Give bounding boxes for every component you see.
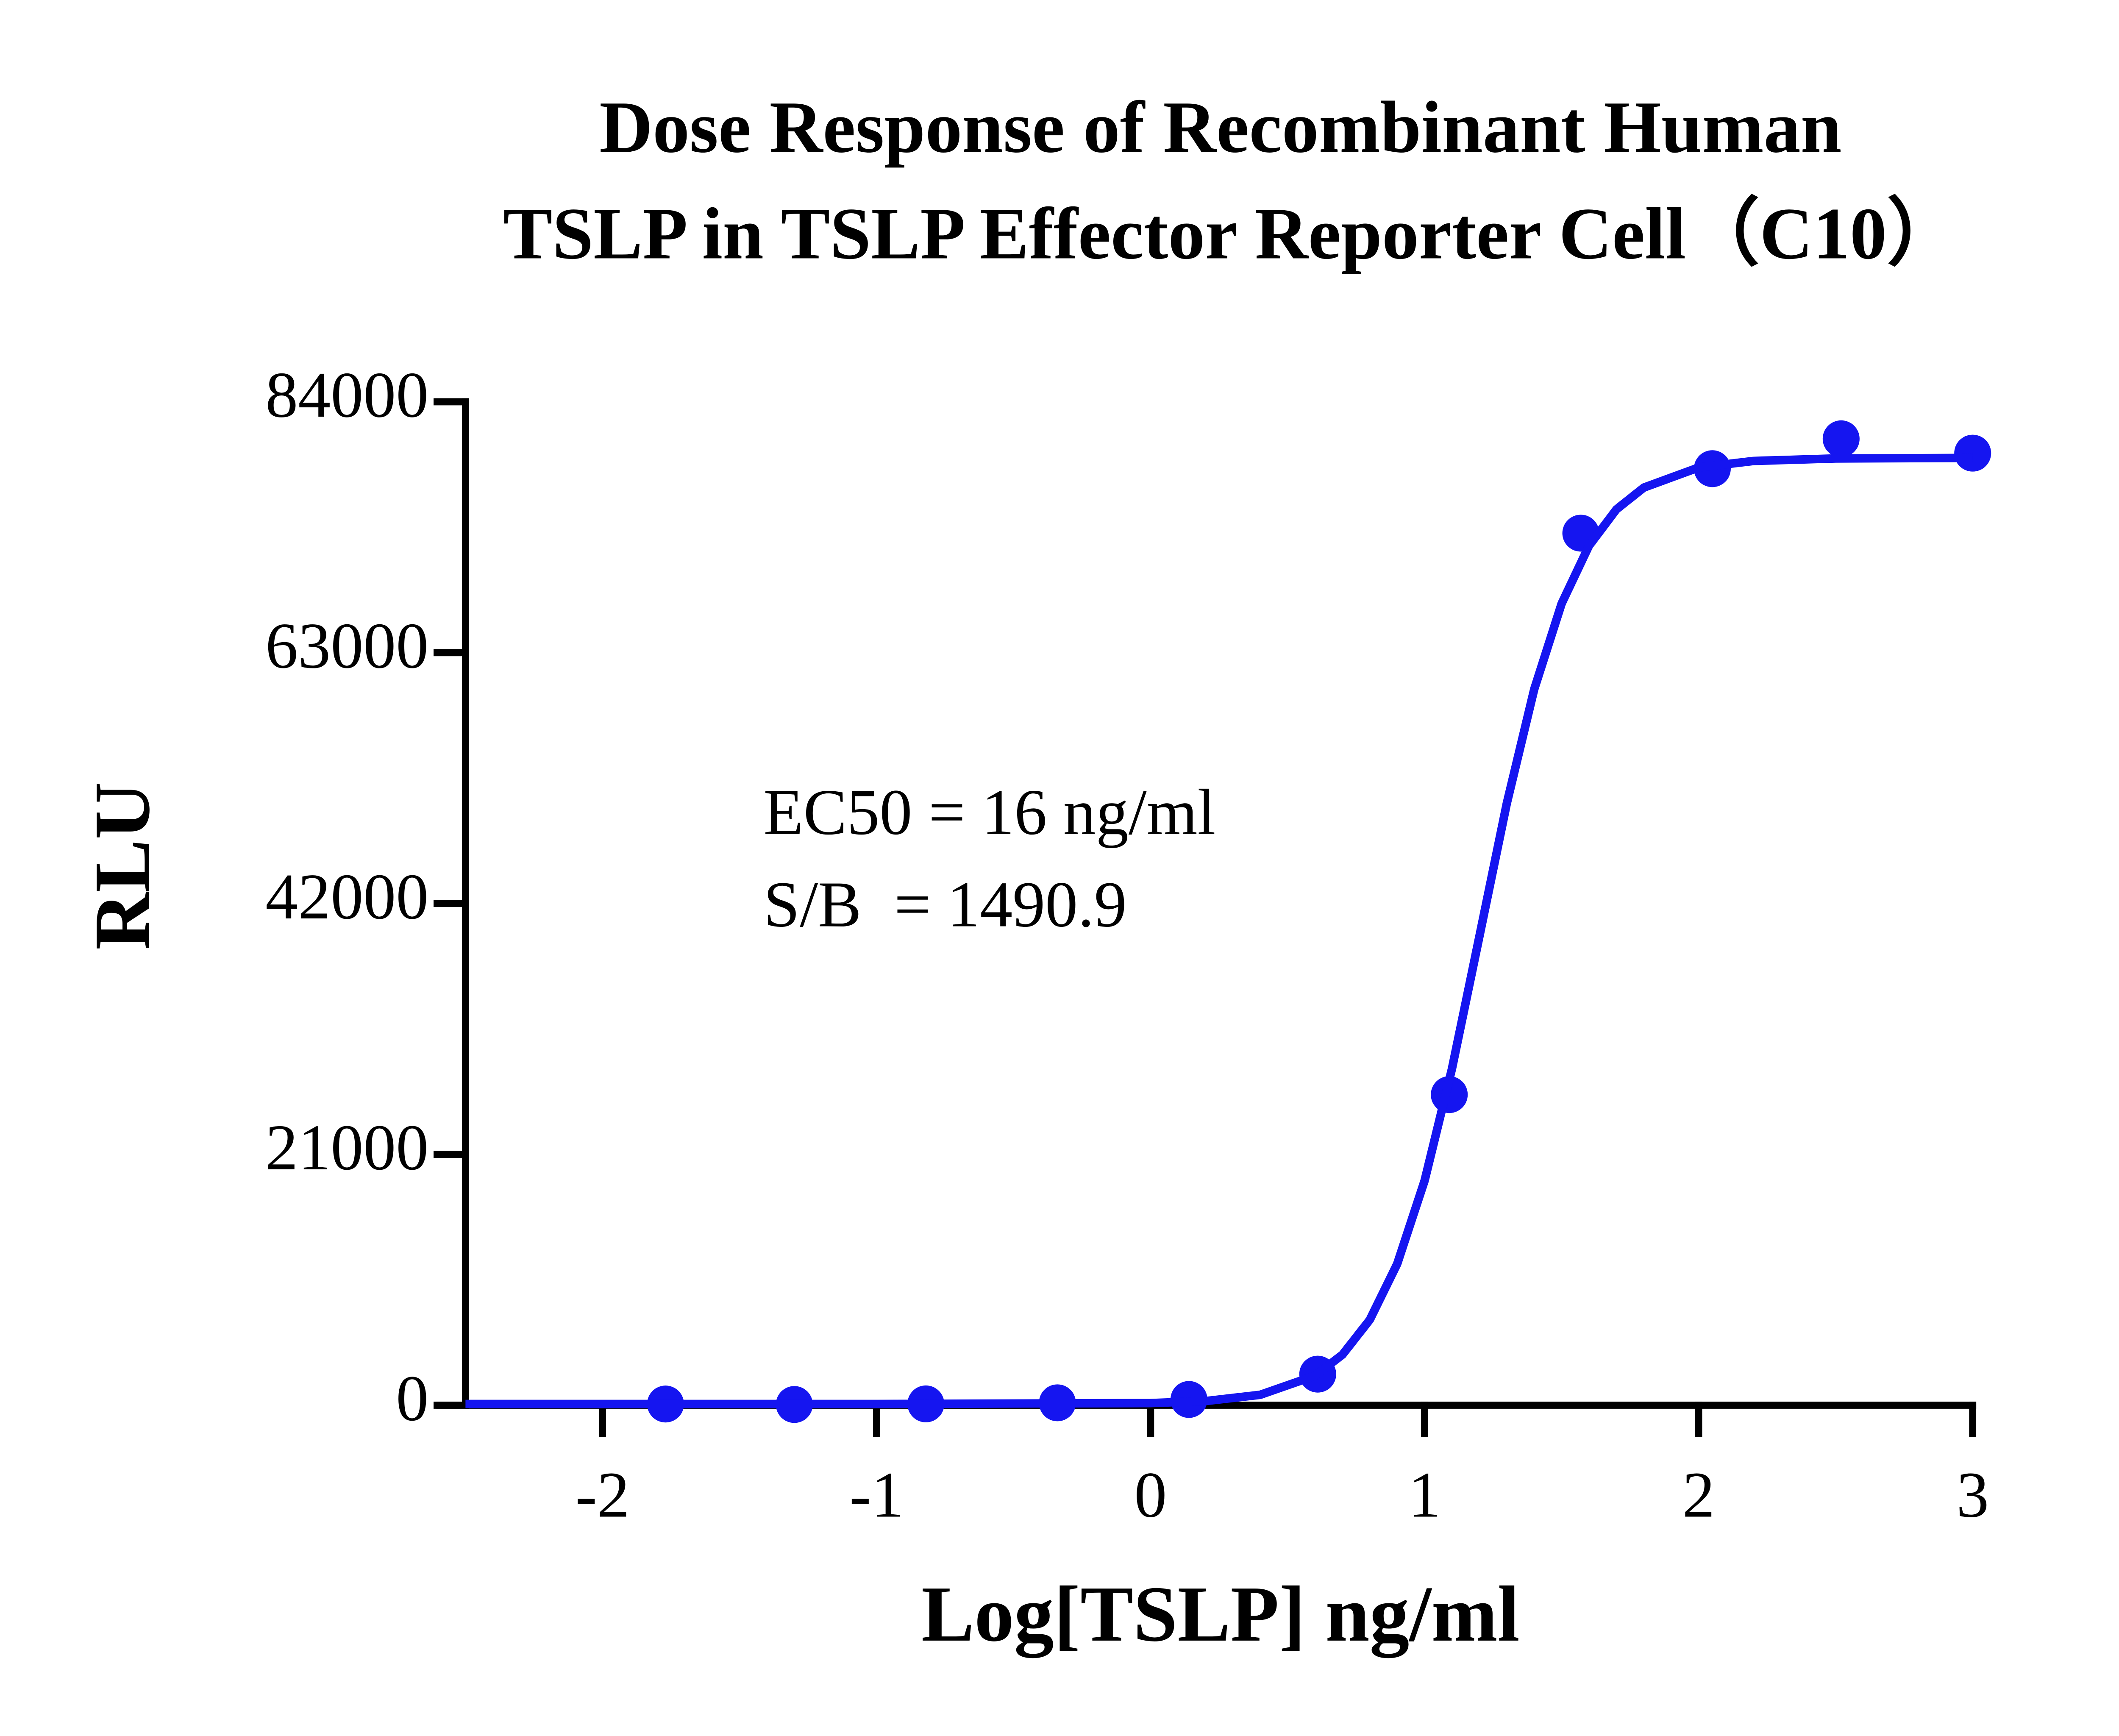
x-tick-label: -2 xyxy=(576,1459,630,1531)
x-axis-label: Log[TSLP] ng/ml xyxy=(921,1570,1520,1658)
chart-title: TSLP in TSLP Effector Reporter Cell（C10） xyxy=(503,193,1960,275)
x-tick-label: 2 xyxy=(1682,1459,1715,1531)
fit-curve xyxy=(465,453,1973,1408)
y-tick-label: 0 xyxy=(396,1363,428,1435)
y-tick-label: 21000 xyxy=(265,1112,428,1184)
annotation: EC50 = 16 ng/ml xyxy=(764,776,1216,849)
data-point xyxy=(1822,420,1860,457)
y-tick-label: 84000 xyxy=(265,359,428,431)
x-tick-label: 1 xyxy=(1408,1459,1441,1531)
y-axis-label: RLU xyxy=(78,782,166,950)
x-tick-label: -1 xyxy=(849,1459,904,1531)
y-tick-label: 42000 xyxy=(265,861,428,933)
annotation: S/B = 1490.9 xyxy=(764,868,1127,940)
data-point xyxy=(1954,434,1991,472)
x-tick-label: 0 xyxy=(1134,1459,1167,1531)
x-tick-label: 3 xyxy=(1956,1459,1989,1531)
chart-title: Dose Response of Recombinant Human xyxy=(599,86,1841,168)
y-tick-label: 63000 xyxy=(265,610,428,682)
